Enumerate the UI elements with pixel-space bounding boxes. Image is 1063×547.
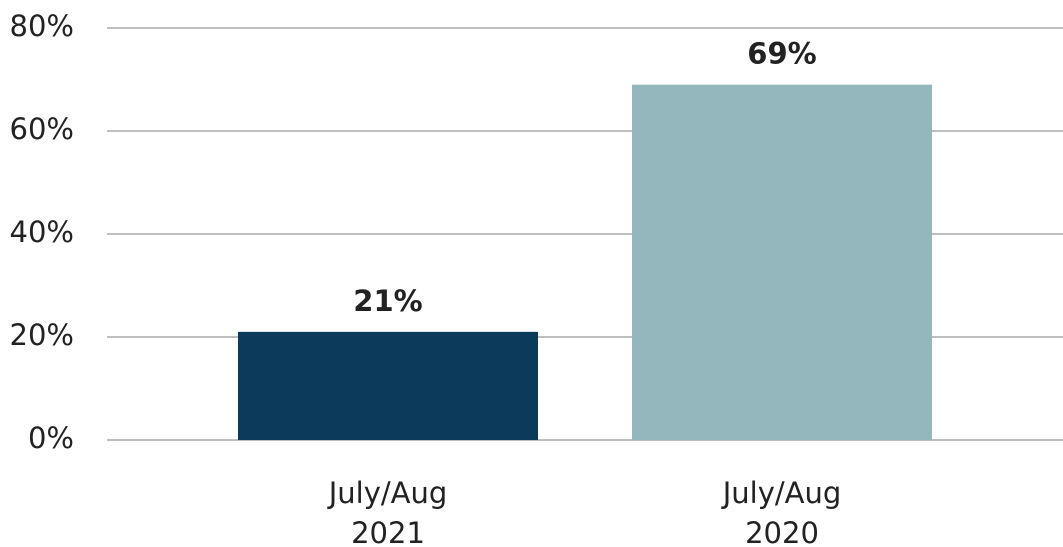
y-tick-label: 20% [10,318,74,352]
x-tick-label: July/Aug [327,476,448,510]
y-tick-label: 80% [10,9,74,43]
value-label: 21% [353,284,422,318]
y-tick-label: 60% [10,112,74,146]
x-tick-label: 2021 [351,516,425,547]
y-tick-label: 0% [28,421,74,455]
x-tick-label: July/Aug [721,476,842,510]
y-tick-label: 40% [10,215,74,249]
value-label: 69% [747,37,816,71]
x-tick-label: 2020 [745,516,819,547]
bar [632,84,932,441]
bar [238,331,538,440]
